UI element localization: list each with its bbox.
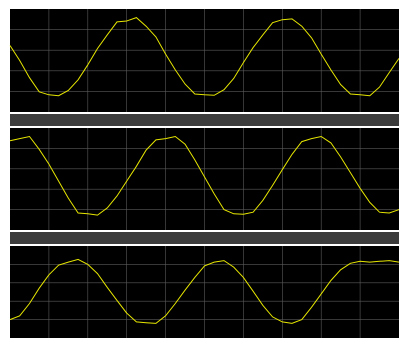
grid-2: [10, 128, 399, 230]
grid-3: [10, 246, 399, 338]
trace-1: [9, 17, 399, 97]
divider-2[interactable]: [10, 232, 399, 244]
plot-panel-2[interactable]: [9, 128, 399, 230]
plot-panel-1[interactable]: [9, 9, 399, 112]
plot-panel-3[interactable]: [9, 246, 399, 338]
trace-3: [9, 258, 399, 324]
trace-2: [9, 135, 399, 216]
grid-1: [10, 9, 399, 112]
divider-1[interactable]: [10, 114, 399, 126]
